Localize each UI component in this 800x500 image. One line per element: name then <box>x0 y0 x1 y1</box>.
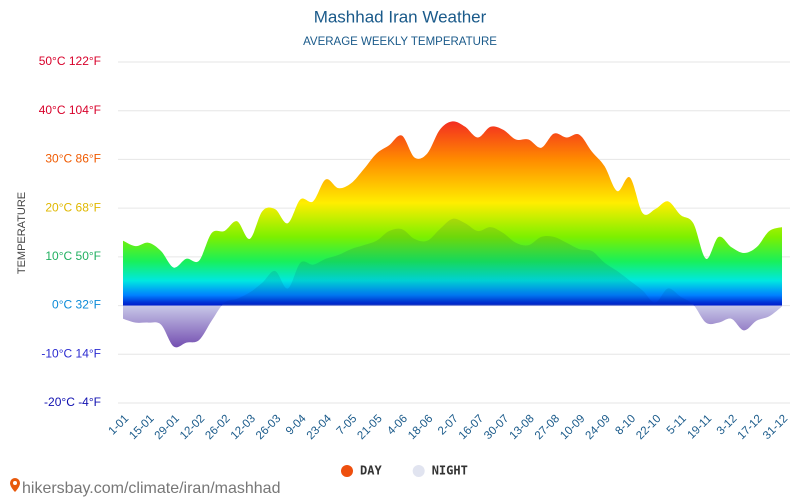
x-tick-label: 31-12 <box>761 413 790 442</box>
y-tick-label: -10°C 14°F <box>41 346 101 360</box>
x-tick-label: 23-04 <box>305 412 335 442</box>
source-text: hikersbay.com/climate/iran/mashhad <box>22 480 280 497</box>
area-1 <box>123 218 782 348</box>
legend-swatch <box>341 465 353 477</box>
legend-label: DAY <box>360 464 382 478</box>
legend-swatch <box>412 465 425 477</box>
x-tick-label: 26-02 <box>203 413 232 442</box>
x-tick-label: 12-03 <box>229 413 258 442</box>
x-tick-label: 30-07 <box>482 413 511 442</box>
x-tick-label: 22-10 <box>634 413 663 442</box>
y-tick-label: 50°C 122°F <box>39 54 101 68</box>
x-tick-label: 16-07 <box>457 413 486 442</box>
y-tick-label: 30°C 86°F <box>45 152 101 166</box>
zero-band <box>123 301 782 306</box>
legend-label: NIGHT <box>432 464 468 478</box>
y-axis-label: TEMPERATURE <box>16 192 28 274</box>
y-tick-label: 40°C 104°F <box>39 103 101 117</box>
x-tick-label: 18-06 <box>406 413 435 442</box>
chart-title: Mashhad Iran Weather <box>314 7 487 26</box>
y-tick-label: 0°C 32°F <box>52 298 101 312</box>
y-tick-label: 20°C 68°F <box>45 200 101 214</box>
x-tick-label: 15-01 <box>127 413 156 442</box>
chart-subtitle: AVERAGE WEEKLY TEMPERATURE <box>303 36 497 48</box>
legend-item: NIGHT <box>412 464 468 478</box>
x-tick-label: 29-01 <box>153 413 182 442</box>
x-tick-label: 27-08 <box>533 413 562 442</box>
x-tick-label: 19-11 <box>686 413 715 442</box>
area-0 <box>123 121 782 306</box>
source: hikersbay.com/climate/iran/mashhad <box>10 478 280 497</box>
x-tick-label: 24-09 <box>584 413 613 442</box>
y-tick-label: -20°C -4°F <box>44 395 101 409</box>
x-tick-label: 12-02 <box>178 413 207 442</box>
y-tick-label: 10°C 50°F <box>45 249 101 263</box>
x-tick-label: 10-09 <box>558 413 587 442</box>
pin-dot <box>13 481 17 485</box>
x-tick-label: 13-08 <box>508 413 537 442</box>
x-tick-label: 17-12 <box>736 413 765 442</box>
x-tick-label: 21-05 <box>355 413 384 442</box>
legend-item: DAY <box>341 464 382 478</box>
x-tick-label: 26-03 <box>254 413 283 442</box>
